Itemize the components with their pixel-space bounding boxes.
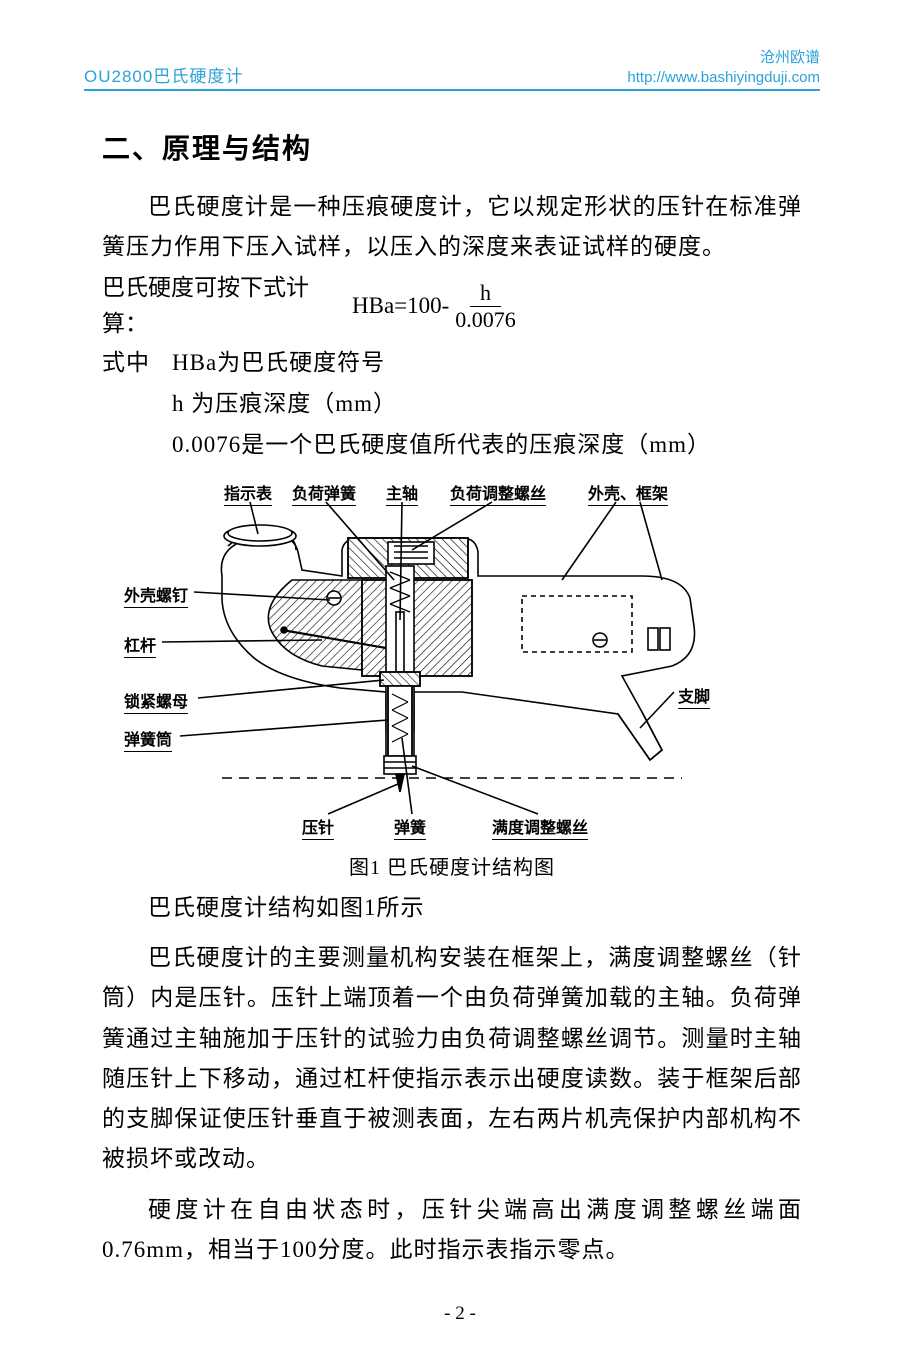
label-spring: 弹簧: [394, 814, 426, 840]
page-number: - 2 -: [0, 1303, 920, 1325]
def-lead: 式中: [102, 343, 172, 384]
label-load-adj: 负荷调整螺丝: [450, 480, 546, 506]
label-shell-screw: 外壳螺钉: [124, 582, 188, 608]
label-lock-nut: 锁紧螺母: [124, 688, 188, 714]
page-content: OU2800巴氏硬度计 沧州欧谱 http://www.bashiyingduj…: [102, 48, 802, 1270]
page-header: OU2800巴氏硬度计 沧州欧谱 http://www.bashiyingduj…: [84, 48, 820, 91]
diagram-svg: [162, 480, 742, 840]
header-left: OU2800巴氏硬度计: [84, 62, 243, 87]
label-indicator: 指示表: [224, 480, 272, 506]
body-paragraph-3: 硬度计在自由状态时，压针尖端高出满度调整螺丝端面0.76mm，相当于100分度。…: [102, 1190, 802, 1271]
label-lever: 杠杆: [124, 632, 156, 658]
fraction-numerator: h: [470, 281, 501, 307]
figure-caption: 图1 巴氏硬度计结构图: [162, 851, 742, 880]
company-name: 沧州欧谱: [627, 48, 820, 68]
formula-fraction: h 0.0076: [455, 281, 516, 332]
label-full-adj: 满度调整螺丝: [492, 814, 588, 840]
section-title: 二、原理与结构: [102, 127, 802, 167]
label-indenter: 压针: [302, 814, 334, 840]
body-paragraph-2: 巴氏硬度计的主要测量机构安装在框架上，满度调整螺丝（针筒）内是压针。压针上端顶着…: [102, 938, 802, 1180]
label-foot: 支脚: [678, 683, 710, 709]
company-url: http://www.bashiyingduji.com: [627, 68, 820, 88]
label-spring-tube: 弹簧筒: [124, 726, 172, 752]
formula-row: 巴氏硬度可按下式计算： HBa=100- h 0.0076: [102, 270, 802, 344]
label-load-spring: 负荷弹簧: [292, 480, 356, 506]
def-1: HBa为巴氏硬度符号: [172, 343, 802, 384]
formula: HBa=100- h 0.0076: [352, 281, 516, 332]
header-right: 沧州欧谱 http://www.bashiyingduji.com: [627, 48, 820, 87]
def-2: h 为压痕深度（mm）: [172, 384, 802, 425]
definition-list: 式中 HBa为巴氏硬度符号 h 为压痕深度（mm） 0.0076是一个巴氏硬度值…: [102, 343, 802, 466]
structure-diagram: 指示表 负荷弹簧 主轴 负荷调整螺丝 外壳、框架 外壳螺钉 杠杆 锁紧螺母 弹簧…: [162, 480, 742, 880]
label-housing: 外壳、框架: [588, 480, 668, 506]
label-spindle: 主轴: [386, 480, 418, 506]
fraction-denominator: 0.0076: [455, 307, 516, 332]
def-3: 0.0076是一个巴氏硬度值所代表的压痕深度（mm）: [172, 425, 802, 466]
intro-paragraph: 巴氏硬度计是一种压痕硬度计，它以规定形状的压针在标准弹簧压力作用下压入试样，以压…: [102, 187, 802, 268]
formula-leadin: 巴氏硬度可按下式计算：: [102, 270, 342, 344]
formula-lhs: HBa=100-: [352, 288, 449, 325]
after-figure-line: 巴氏硬度计结构如图1所示: [102, 888, 802, 928]
